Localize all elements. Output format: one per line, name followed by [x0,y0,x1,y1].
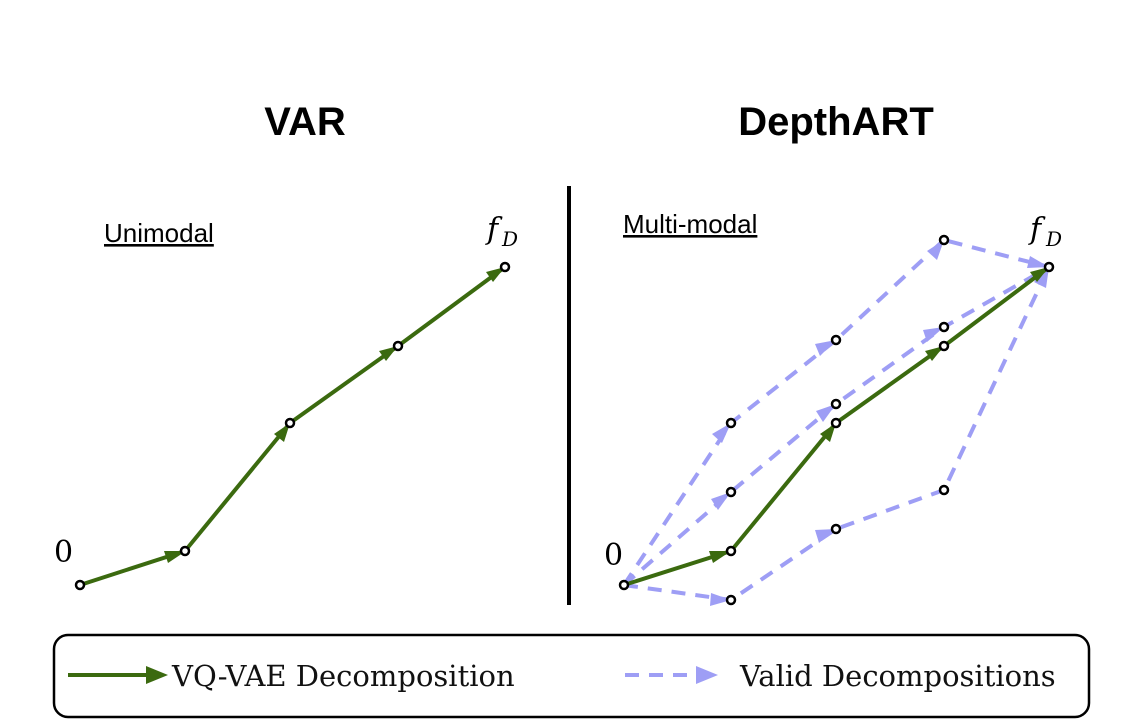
svg-text:D: D [1045,227,1062,251]
var-edge-3 [288,344,400,425]
node [725,417,737,429]
depthart-edge-2 [729,421,838,553]
legend-dashed-label: Valid Decompositions [739,659,1056,693]
depthart-start-label: 0 [604,538,623,573]
node [938,484,950,496]
node [179,545,191,557]
node [938,321,950,333]
var-arrowhead-4 [486,267,505,282]
node [284,417,296,429]
var-arrowhead-3 [379,346,398,361]
valid-path-top [622,237,1050,587]
node [725,594,737,606]
var-title: VAR [264,100,346,144]
node [830,523,842,535]
depthart-valid-paths [622,237,1051,603]
node [830,398,842,410]
node [830,417,842,429]
legend: VQ-VAE Decomposition Valid Decomposition… [52,633,1091,719]
node [1043,261,1055,273]
node [725,545,737,557]
depthart-vqvae-path [623,265,1051,587]
svg-text:f: f [1028,212,1046,247]
legend-solid-label: VQ-VAE Decomposition [171,659,515,693]
var-arrowhead-2 [274,423,290,442]
var-edge-4 [396,265,507,348]
depthart-end-label: f D [1028,212,1062,251]
legend-dashed-swatch [625,666,718,684]
valid-path-lower [623,266,1051,603]
depthart-title: DepthART [738,100,934,144]
var-arrowhead-1 [164,551,186,563]
node [938,340,950,352]
node [938,234,950,246]
depthart-edge-3 [834,344,946,425]
depthart-nodes [618,234,1055,606]
var-end-label: f D [485,212,518,251]
depthart-edge-4 [942,265,1051,348]
svg-text:f: f [485,212,503,247]
node [74,579,86,591]
node [499,261,511,273]
var-start-label: 0 [54,535,73,570]
node [618,579,630,591]
depthart-valid-arrowheads [710,240,1049,606]
node [830,334,842,346]
unimodal-label: Unimodal [104,218,214,248]
node [392,340,404,352]
svg-text:D: D [501,227,518,251]
var-edge-2 [183,421,292,553]
legend-solid-swatch [68,666,168,684]
multimodal-label: Multi-modal [623,209,757,239]
legend-box [52,633,1091,719]
var-vqvae-path [79,265,507,587]
var-nodes [74,261,511,591]
node [725,486,737,498]
